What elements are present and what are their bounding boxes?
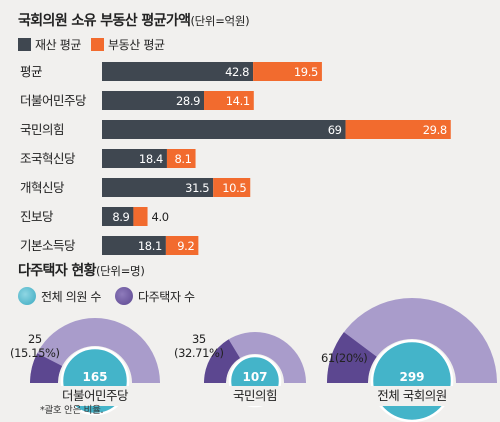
housing-legend: 전체 의원 수 다주택자 수	[18, 287, 195, 305]
bar-realestate-label: 4.0	[152, 210, 169, 224]
gauge-group-name: 국민의힘	[233, 388, 277, 403]
gauge-multi-label: 25 (15.15%)	[10, 332, 60, 360]
bar-realestate	[166, 149, 196, 168]
bar-asset-label: 31.5	[185, 181, 209, 195]
gauge-name-bg	[205, 386, 305, 406]
category-label: 평균	[20, 64, 42, 79]
bar-asset	[102, 149, 167, 168]
gauge-total-arc	[30, 318, 160, 383]
bar-realestate	[253, 62, 322, 81]
bar-realestate	[204, 91, 254, 110]
gauge-multi-label: 35 (32.71%)	[174, 332, 224, 360]
bar-realestate	[345, 120, 451, 139]
legend-asset: 재산 평균	[18, 36, 81, 53]
legend-total-icon	[18, 287, 36, 305]
legend-realestate-label: 부동산 평균	[107, 38, 165, 52]
legend-asset-label: 재산 평균	[35, 38, 81, 52]
asset-unit-text: (단위=억원)	[190, 14, 250, 28]
gauge-multi-arc	[30, 353, 63, 383]
housing-unit-text: (단위=명)	[95, 264, 145, 278]
asset-chart-title: 국회의원 소유 부동산 평균가액(단위=억원)	[18, 10, 250, 30]
gauge-multi-label: 61(20%)	[321, 351, 367, 365]
bar-asset-label: 18.4	[139, 152, 163, 166]
bar-asset-label: 18.1	[138, 239, 162, 253]
gauge-total-circle	[228, 354, 282, 408]
gauge-multi-arc	[204, 339, 241, 383]
bar-asset-label: 8.9	[112, 210, 129, 224]
category-label: 국민의힘	[20, 122, 64, 137]
legend-realestate-swatch	[90, 38, 104, 51]
footnote: *괄호 안은 비율.	[40, 405, 104, 416]
bar-asset-label: 28.9	[176, 94, 200, 108]
gauge-name-bg	[362, 386, 462, 406]
asset-bar-chart: 평균 42.8 19.5 더불어민주당 28.9 14.1 국민의힘 69 29.8 조국혁신당 1…	[20, 62, 451, 255]
legend-total: 전체 의원 수	[18, 287, 101, 305]
bar-realestate-label: 8.1	[174, 152, 191, 166]
bar-asset	[102, 62, 254, 81]
bar-asset	[102, 178, 214, 197]
legend-multi-label: 다주택자 수	[138, 289, 195, 304]
bar-realestate	[165, 236, 199, 255]
bar-asset	[102, 236, 166, 255]
bar-realestate-label: 14.1	[226, 94, 250, 108]
asset-title-text: 국회의원 소유 부동산 평균가액	[18, 13, 191, 29]
housing-title-text: 다주택자 현황	[18, 263, 97, 279]
gauge-total-circle	[370, 339, 454, 422]
bar-realestate-label: 10.5	[222, 181, 246, 195]
category-label: 개혁신당	[20, 180, 65, 195]
bar-asset	[102, 207, 134, 226]
gauge-total-value: 107	[242, 370, 267, 384]
category-label: 진보당	[20, 209, 54, 224]
legend-multi: 다주택자 수	[115, 287, 195, 305]
bar-asset	[102, 91, 205, 110]
housing-chart-title: 다주택자 현황(단위=명)	[18, 260, 145, 280]
bar-asset-label: 69	[328, 123, 342, 137]
gauge-total-value: 299	[399, 370, 424, 384]
category-label: 조국혁신당	[20, 151, 76, 166]
bar-realestate	[213, 178, 251, 197]
gauge-total-arc	[327, 298, 497, 383]
gauge-group-name: 전체 국회의원	[377, 388, 446, 403]
gauge-group-name: 더불어민주당	[62, 388, 129, 403]
gauge-total-arc	[204, 332, 306, 383]
category-label: 더불어민주당	[20, 93, 87, 108]
category-label: 기본소득당	[20, 238, 76, 253]
bar-realestate	[133, 207, 148, 226]
gauge-multi-arc	[327, 332, 377, 383]
bar-realestate-label: 9.2	[177, 239, 194, 253]
legend-realestate: 부동산 평균	[90, 36, 165, 53]
legend-multi-icon	[115, 287, 134, 305]
bar-realestate-label: 19.5	[294, 65, 318, 79]
legend-asset-swatch	[18, 38, 31, 51]
gauge-total-value: 165	[82, 370, 107, 384]
bar-asset	[102, 120, 346, 139]
bar-asset-label: 42.8	[225, 65, 249, 79]
asset-legend: 재산 평균 부동산 평균	[18, 36, 165, 53]
bar-realestate-label: 29.8	[423, 123, 447, 137]
legend-total-label: 전체 의원 수	[41, 289, 102, 304]
